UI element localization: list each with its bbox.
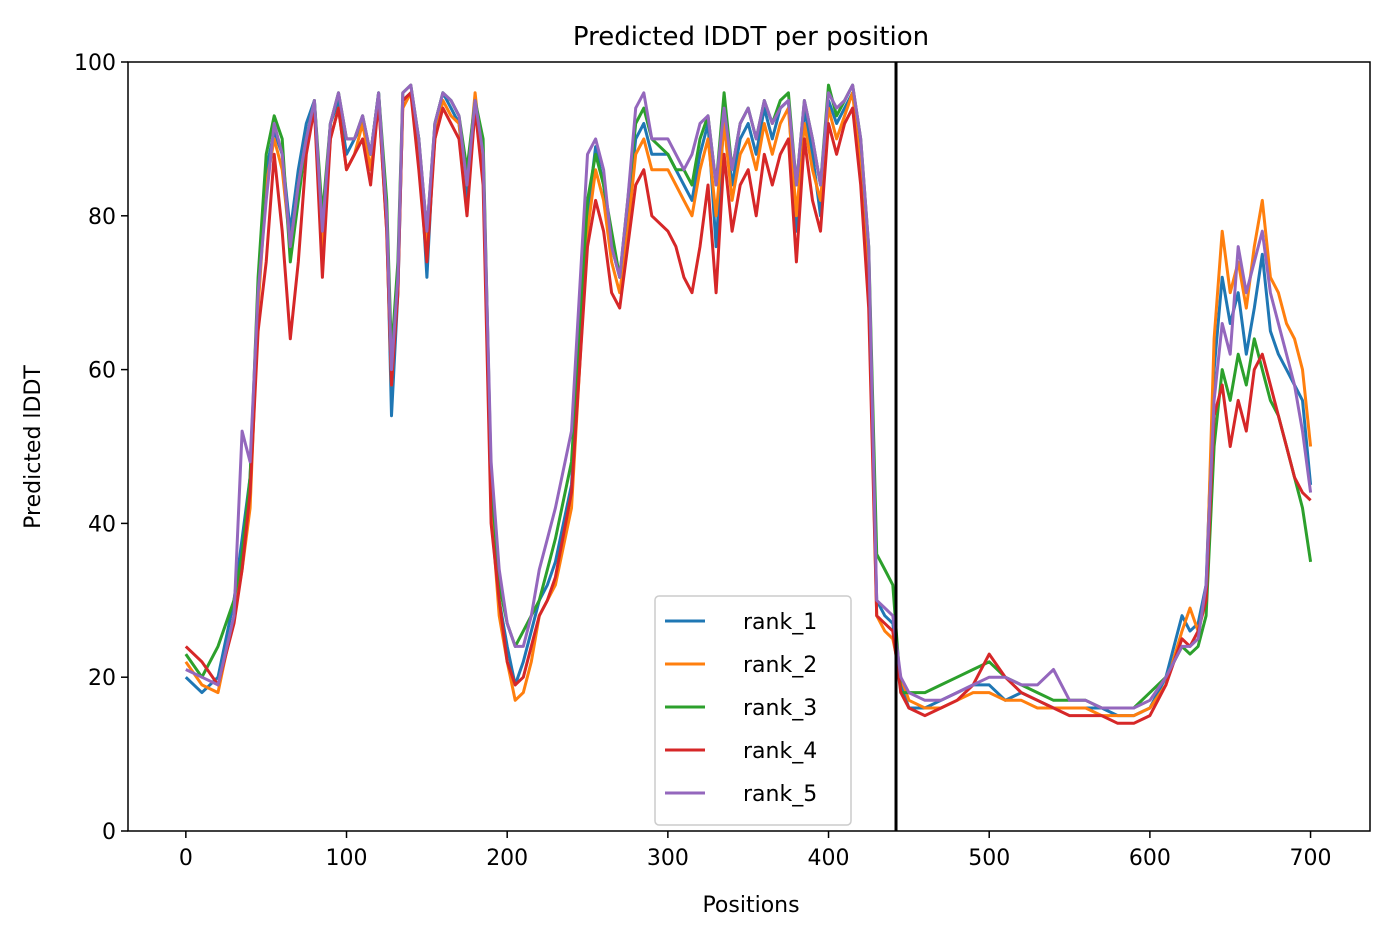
x-axis-ticks: 0 100 200 300 400 500 600 700 xyxy=(179,831,1332,871)
legend-label-rank_5: rank_5 xyxy=(743,782,817,807)
series-line-rank_5 xyxy=(185,83,1313,710)
x-tick-label: 700 xyxy=(1290,846,1332,871)
y-tick-label: 40 xyxy=(88,512,116,537)
y-tick-label: 60 xyxy=(88,359,116,384)
legend-box xyxy=(654,595,852,826)
x-tick-label: 200 xyxy=(486,846,528,871)
legend-label-rank_3: rank_3 xyxy=(743,696,817,721)
series-line-rank_4 xyxy=(184,91,1312,725)
y-axis-ticks: 0 20 40 60 80 100 xyxy=(74,51,128,845)
x-tick-label: 600 xyxy=(1129,846,1171,871)
legend-label-rank_1: rank_1 xyxy=(743,610,817,635)
y-tick-label: 80 xyxy=(88,205,116,230)
x-tick-label: 0 xyxy=(179,846,193,871)
series-layer xyxy=(184,83,1313,725)
plot-frame xyxy=(127,61,1371,832)
legend-label-rank_4: rank_4 xyxy=(743,739,817,764)
legend-label-rank_2: rank_2 xyxy=(743,653,817,678)
y-tick-label: 20 xyxy=(88,666,116,691)
series-line-rank_2 xyxy=(184,91,1313,718)
chart-title: Predicted lDDT per position xyxy=(573,22,929,52)
x-tick-label: 100 xyxy=(326,846,368,871)
y-tick-label: 100 xyxy=(74,51,116,76)
y-axis-label: Predicted lDDT xyxy=(21,365,46,529)
x-tick-label: 300 xyxy=(647,846,689,871)
y-tick-label: 0 xyxy=(102,820,116,845)
x-tick-label: 400 xyxy=(808,846,850,871)
x-tick-label: 500 xyxy=(968,846,1010,871)
x-axis-label: Positions xyxy=(702,893,799,918)
legend: rank_1 rank_2 rank_3 rank_4 rank_5 xyxy=(654,595,852,826)
